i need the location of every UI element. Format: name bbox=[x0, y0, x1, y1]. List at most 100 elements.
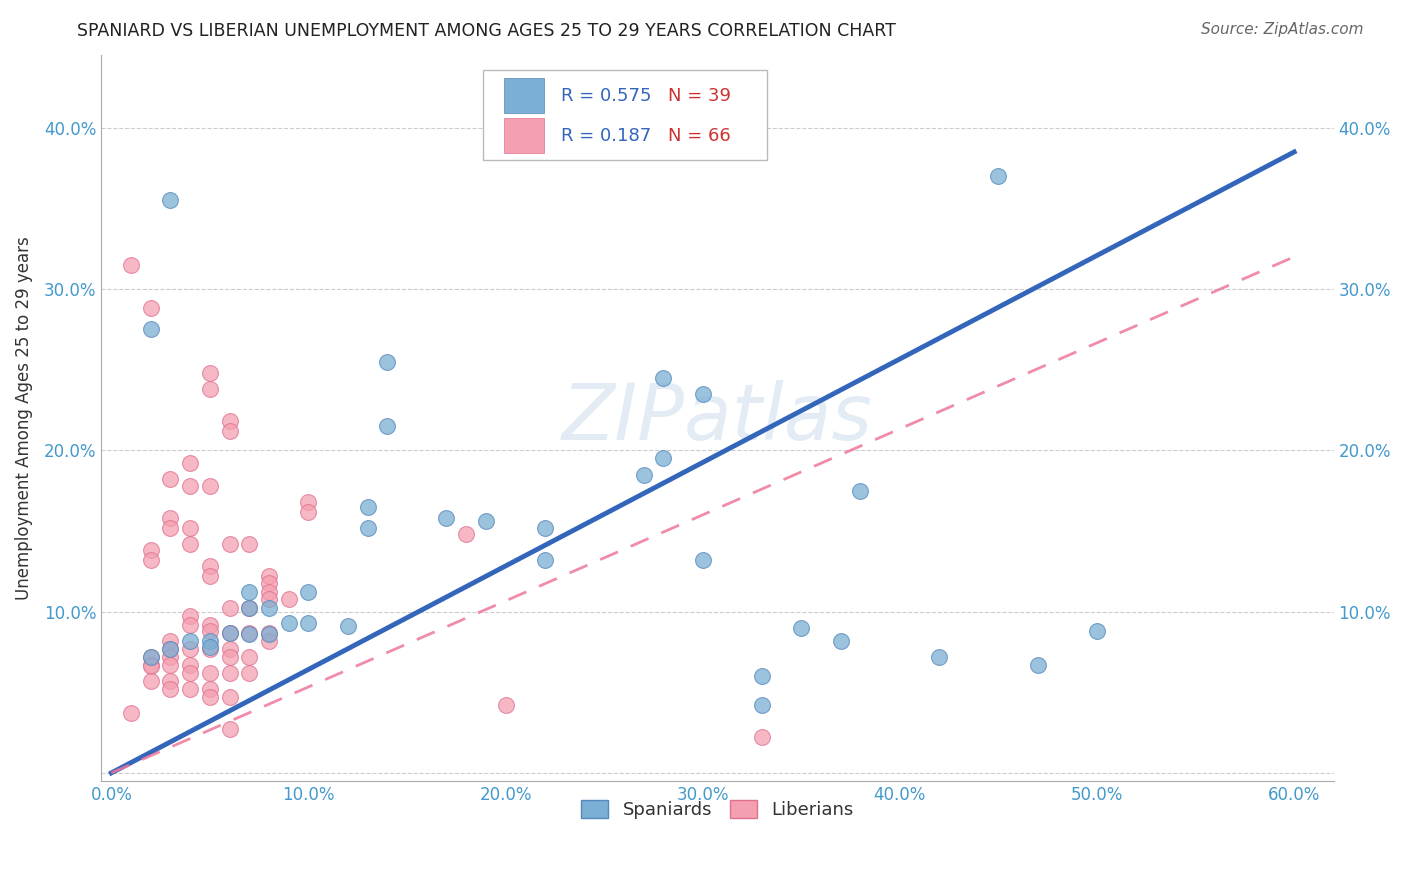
Text: Source: ZipAtlas.com: Source: ZipAtlas.com bbox=[1201, 22, 1364, 37]
Point bbox=[198, 617, 221, 632]
Point bbox=[257, 575, 280, 590]
Point bbox=[198, 690, 221, 705]
Point bbox=[257, 569, 280, 583]
Point bbox=[751, 698, 773, 713]
Point bbox=[218, 625, 240, 640]
Point bbox=[179, 479, 201, 493]
Point bbox=[238, 601, 260, 615]
Point bbox=[139, 543, 162, 558]
Y-axis label: Unemployment Among Ages 25 to 29 years: Unemployment Among Ages 25 to 29 years bbox=[15, 236, 32, 600]
Point bbox=[751, 669, 773, 683]
Point bbox=[238, 625, 260, 640]
Point bbox=[218, 414, 240, 428]
Point bbox=[198, 633, 221, 648]
Point bbox=[198, 569, 221, 583]
Point bbox=[830, 633, 852, 648]
Point bbox=[751, 731, 773, 745]
Point bbox=[179, 617, 201, 632]
Point bbox=[1026, 657, 1049, 672]
Point bbox=[139, 553, 162, 567]
Bar bbox=[505, 119, 544, 153]
Point bbox=[198, 665, 221, 680]
Point bbox=[159, 641, 181, 656]
Point bbox=[198, 479, 221, 493]
Point bbox=[692, 387, 714, 401]
Point bbox=[257, 627, 280, 641]
Point bbox=[277, 615, 299, 630]
Point bbox=[218, 723, 240, 737]
Point bbox=[297, 495, 319, 509]
Point bbox=[928, 649, 950, 664]
Point bbox=[218, 625, 240, 640]
Point bbox=[159, 194, 181, 208]
Point bbox=[198, 681, 221, 696]
Point bbox=[238, 627, 260, 641]
Point bbox=[198, 366, 221, 380]
Point bbox=[218, 649, 240, 664]
Point bbox=[218, 424, 240, 438]
Point bbox=[179, 521, 201, 535]
Point bbox=[356, 521, 378, 535]
Point bbox=[218, 537, 240, 551]
FancyBboxPatch shape bbox=[484, 70, 766, 161]
Point bbox=[534, 521, 557, 535]
Bar bbox=[505, 78, 544, 113]
Point bbox=[159, 521, 181, 535]
Point bbox=[456, 527, 478, 541]
Point bbox=[139, 322, 162, 336]
Point bbox=[375, 419, 398, 434]
Point bbox=[198, 382, 221, 396]
Point bbox=[849, 483, 872, 498]
Point bbox=[198, 640, 221, 654]
Point bbox=[692, 553, 714, 567]
Legend: Spaniards, Liberians: Spaniards, Liberians bbox=[574, 793, 862, 826]
Point bbox=[179, 456, 201, 470]
Point bbox=[790, 621, 813, 635]
Point bbox=[120, 706, 142, 721]
Point bbox=[238, 665, 260, 680]
Point bbox=[218, 601, 240, 615]
Point bbox=[257, 633, 280, 648]
Point bbox=[257, 601, 280, 615]
Point bbox=[297, 505, 319, 519]
Point bbox=[475, 514, 498, 528]
Point bbox=[218, 665, 240, 680]
Text: N = 66: N = 66 bbox=[668, 127, 731, 145]
Text: N = 39: N = 39 bbox=[668, 87, 731, 104]
Point bbox=[218, 641, 240, 656]
Point bbox=[179, 665, 201, 680]
Point bbox=[652, 451, 675, 466]
Point bbox=[159, 641, 181, 656]
Point bbox=[159, 657, 181, 672]
Point bbox=[238, 601, 260, 615]
Point bbox=[375, 354, 398, 368]
Point bbox=[987, 169, 1010, 183]
Point bbox=[139, 649, 162, 664]
Point bbox=[1085, 624, 1108, 638]
Point bbox=[139, 649, 162, 664]
Point bbox=[336, 619, 359, 633]
Point bbox=[652, 370, 675, 384]
Text: ZIPatlas: ZIPatlas bbox=[562, 380, 873, 456]
Point bbox=[179, 537, 201, 551]
Point bbox=[139, 657, 162, 672]
Point bbox=[297, 585, 319, 599]
Point bbox=[139, 673, 162, 688]
Point bbox=[218, 690, 240, 705]
Point bbox=[277, 591, 299, 606]
Point bbox=[356, 500, 378, 514]
Point bbox=[120, 258, 142, 272]
Point bbox=[297, 615, 319, 630]
Point bbox=[179, 641, 201, 656]
Point bbox=[159, 673, 181, 688]
Point bbox=[198, 559, 221, 574]
Point bbox=[139, 301, 162, 316]
Point bbox=[257, 625, 280, 640]
Point bbox=[238, 537, 260, 551]
Text: R = 0.187: R = 0.187 bbox=[561, 127, 651, 145]
Point bbox=[436, 511, 458, 525]
Point bbox=[179, 681, 201, 696]
Point bbox=[198, 641, 221, 656]
Point bbox=[633, 467, 655, 482]
Point bbox=[179, 657, 201, 672]
